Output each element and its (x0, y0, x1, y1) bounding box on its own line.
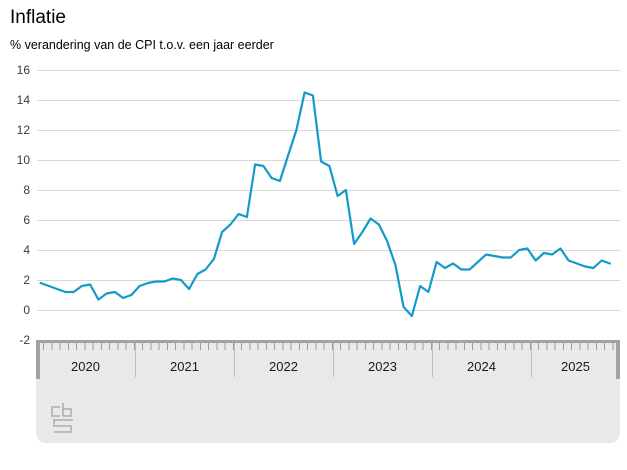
year-separator (531, 343, 532, 377)
gridline (37, 220, 620, 221)
y-axis-label: 8 (23, 183, 30, 197)
range-handle-left[interactable] (36, 343, 40, 379)
cbs-logo (51, 403, 73, 433)
gridline (37, 250, 620, 251)
year-label: 2023 (368, 359, 397, 374)
year-label: 2022 (269, 359, 298, 374)
y-axis-label: 6 (23, 213, 30, 227)
year-label: 2025 (561, 359, 590, 374)
y-axis-label: 0 (23, 303, 30, 317)
y-axis-label: 2 (23, 273, 30, 287)
year-separator (135, 343, 136, 377)
y-axis-label: -2 (19, 333, 30, 347)
year-label: 2024 (467, 359, 496, 374)
year-label: 2020 (71, 359, 100, 374)
month-ticks (36, 343, 620, 350)
gridline (37, 160, 620, 161)
time-axis-slider[interactable]: 2020 2021 2022 2023 2024 2025 (36, 340, 620, 443)
y-axis-label: 16 (16, 63, 30, 77)
gridline (37, 280, 620, 281)
gridline (37, 100, 620, 101)
year-separator (432, 343, 433, 377)
gridline (37, 130, 620, 131)
inflation-line (39, 91, 612, 318)
chart-title: Inflatie (10, 7, 66, 28)
range-handle-right[interactable] (616, 343, 620, 379)
y-axis-label: 10 (16, 153, 30, 167)
gridline (37, 190, 620, 191)
y-axis-label: 12 (16, 123, 30, 137)
gridline (37, 310, 620, 311)
year-separator (333, 343, 334, 377)
y-axis-label: 4 (23, 243, 30, 257)
chart-subtitle: % verandering van de CPI t.o.v. een jaar… (10, 38, 274, 52)
year-label: 2021 (170, 359, 199, 374)
y-axis-label: 14 (16, 93, 30, 107)
year-separator (234, 343, 235, 377)
gridline (37, 70, 620, 71)
